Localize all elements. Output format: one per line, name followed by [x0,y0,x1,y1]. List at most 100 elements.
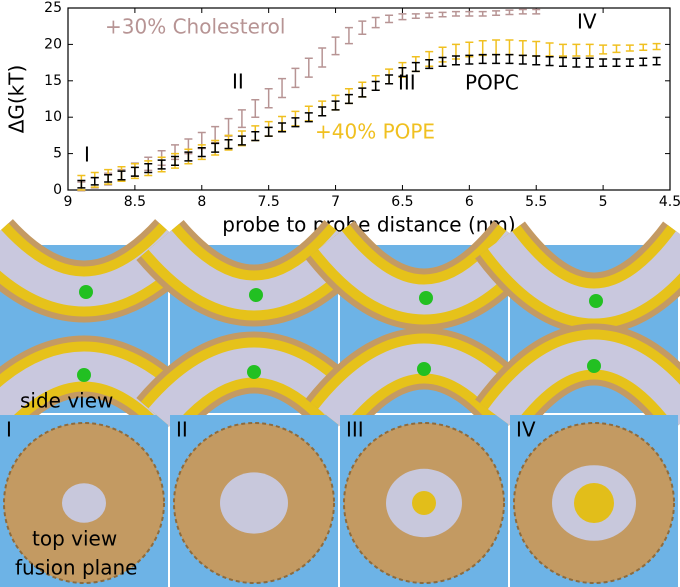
error-bar [572,43,581,57]
error-bar [558,43,567,57]
y-tick-label: 20 [44,36,62,52]
error-bar [652,42,661,51]
fusion-pore [412,491,436,515]
error-bar [304,57,313,78]
error-bar [358,87,367,98]
error-bar [612,58,621,67]
top-view-panel: I [0,415,168,587]
error-bar [585,43,594,57]
probe [247,365,261,379]
error-bar [385,14,394,24]
error-bar [572,57,581,68]
bilayer-disc-edge [343,422,505,584]
probe [249,288,263,302]
error-bar [492,53,501,65]
error-bar [425,58,434,70]
error-bar [639,43,648,51]
error-bar [318,106,327,117]
error-bar [505,9,514,16]
error-bar [465,10,474,17]
error-bar [398,13,407,21]
probe [587,359,601,373]
y-axis-label: ΔG(kT) [5,65,29,134]
error-bar [599,44,608,55]
error-bar [612,44,621,54]
error-bar [278,122,287,133]
error-bar [532,8,541,15]
error-bar [291,67,300,89]
error-bar [144,163,153,174]
y-tick-label: 15 [44,73,62,89]
y-tick-label: 25 [44,0,62,16]
error-bar [505,53,514,65]
x-tick-label: 8 [197,194,206,210]
y-tick-label: 0 [53,182,62,198]
error-bar [224,139,233,150]
top-view-panel: IV [510,415,678,587]
error-bar [371,80,380,92]
error-bar [585,57,594,68]
error-bar [625,44,634,52]
bilayer-disc-edge [3,422,165,584]
annotation: I [84,143,90,167]
error-bar [652,56,661,66]
panel-label: I [6,418,12,442]
error-bar [157,159,166,170]
error-bar [251,131,260,142]
error-bar [130,166,139,177]
series-label: POPC [465,71,519,95]
error-bar [117,170,126,181]
x-tick-label: 6 [465,194,474,210]
error-bar [558,56,567,67]
error-bar [398,66,407,78]
error-bar [411,61,420,73]
error-bar [599,58,608,67]
error-bar [492,39,501,56]
error-bar [331,100,340,111]
error-bar [318,47,327,68]
error-bar [518,40,527,57]
error-bar [264,126,273,137]
x-tick-label: 9 [64,194,73,210]
error-bar [532,55,541,66]
error-bar [304,112,313,123]
error-bar [451,55,460,66]
error-bar [518,54,527,65]
fusion-core [220,472,288,534]
error-bar [465,54,474,65]
panel-label: II [176,418,188,442]
error-bar [518,8,527,15]
annotation: IV [577,10,597,34]
x-tick-label: 4.5 [659,194,680,210]
probe [419,291,433,305]
error-bar [532,40,541,57]
error-bar [385,74,394,85]
error-bar [251,98,260,118]
panel-label: III [346,418,364,442]
probe [589,294,603,308]
error-bar [478,53,487,65]
error-bar [438,11,447,18]
panel-label: IV [516,418,536,442]
x-tick-label: 7 [331,194,340,210]
top-view-panel: II [170,415,338,587]
error-bar [425,12,434,19]
plot-frame [67,7,671,191]
error-bar [77,179,86,189]
error-bar [224,117,233,137]
x-tick-label: 7.5 [258,194,280,210]
error-bar [371,16,380,29]
probe [79,285,93,299]
error-bar [90,176,99,186]
annotation: III [398,71,416,95]
top-caption: top view [32,527,117,551]
error-bar [344,26,353,45]
y-tick-label: 10 [44,109,62,125]
x-tick-label: 5.5 [525,194,547,210]
probe [417,362,431,376]
bilayer-disc-edge [513,422,675,584]
fusion-core [62,483,106,523]
error-bar [545,42,554,57]
